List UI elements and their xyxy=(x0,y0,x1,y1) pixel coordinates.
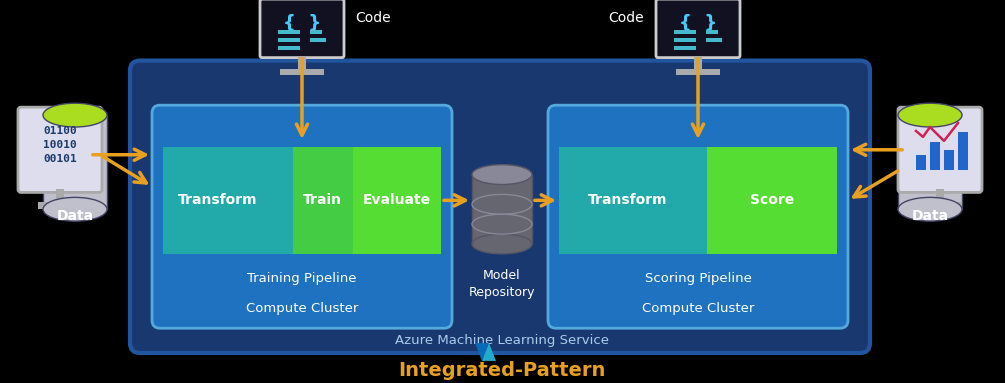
Ellipse shape xyxy=(43,103,107,127)
Text: Compute Cluster: Compute Cluster xyxy=(642,302,754,315)
Text: Model
Repository: Model Repository xyxy=(468,269,536,299)
Text: {  }: { } xyxy=(679,14,717,32)
Bar xyxy=(944,150,954,170)
Bar xyxy=(163,147,441,254)
Text: Compute Cluster: Compute Cluster xyxy=(246,302,358,315)
FancyBboxPatch shape xyxy=(548,105,848,328)
Bar xyxy=(559,147,837,254)
Bar xyxy=(56,190,64,203)
Ellipse shape xyxy=(472,165,532,185)
Text: {  }: { } xyxy=(283,14,321,32)
Text: Transform: Transform xyxy=(588,193,667,207)
Bar xyxy=(676,69,720,75)
Bar xyxy=(916,155,926,170)
Polygon shape xyxy=(482,343,496,361)
Bar xyxy=(707,147,837,254)
Bar xyxy=(310,30,322,34)
Bar xyxy=(298,56,306,69)
Bar xyxy=(278,30,300,34)
Polygon shape xyxy=(475,343,489,361)
Bar xyxy=(278,46,300,50)
Bar xyxy=(43,115,107,209)
Bar xyxy=(936,190,944,203)
Bar xyxy=(694,56,702,69)
FancyBboxPatch shape xyxy=(656,0,740,57)
Text: Data: Data xyxy=(912,209,949,223)
Ellipse shape xyxy=(472,234,532,254)
FancyBboxPatch shape xyxy=(260,0,344,57)
Bar xyxy=(310,38,326,42)
FancyBboxPatch shape xyxy=(18,107,102,192)
Text: 01100
10010
00101: 01100 10010 00101 xyxy=(43,126,76,164)
Bar xyxy=(674,38,696,42)
Bar xyxy=(898,115,962,209)
Text: Transform: Transform xyxy=(178,193,257,207)
Ellipse shape xyxy=(898,103,962,127)
Text: Train: Train xyxy=(303,193,342,207)
Bar xyxy=(280,69,324,75)
Ellipse shape xyxy=(898,197,962,221)
Text: Code: Code xyxy=(355,11,391,25)
Bar xyxy=(163,147,293,254)
Bar xyxy=(278,38,300,42)
Bar xyxy=(472,175,532,244)
Bar xyxy=(918,202,962,209)
FancyBboxPatch shape xyxy=(898,107,982,192)
FancyBboxPatch shape xyxy=(152,105,452,328)
Bar xyxy=(930,142,940,170)
Text: Azure Machine Learning Service: Azure Machine Learning Service xyxy=(395,334,609,347)
Bar xyxy=(559,147,707,254)
Text: Scoring Pipeline: Scoring Pipeline xyxy=(644,272,752,285)
Text: Evaluate: Evaluate xyxy=(363,193,431,207)
Text: Score: Score xyxy=(750,193,794,207)
Text: Integrated-Pattern: Integrated-Pattern xyxy=(398,361,606,380)
Bar xyxy=(706,30,718,34)
Text: Code: Code xyxy=(608,11,644,25)
Text: Data: Data xyxy=(56,209,93,223)
Text: Training Pipeline: Training Pipeline xyxy=(247,272,357,285)
FancyBboxPatch shape xyxy=(130,61,870,353)
Bar xyxy=(706,38,722,42)
Bar xyxy=(674,30,696,34)
Bar xyxy=(674,46,696,50)
Bar xyxy=(293,147,353,254)
Bar xyxy=(958,132,968,170)
Ellipse shape xyxy=(43,197,107,221)
Bar xyxy=(38,202,82,209)
Bar xyxy=(353,147,441,254)
